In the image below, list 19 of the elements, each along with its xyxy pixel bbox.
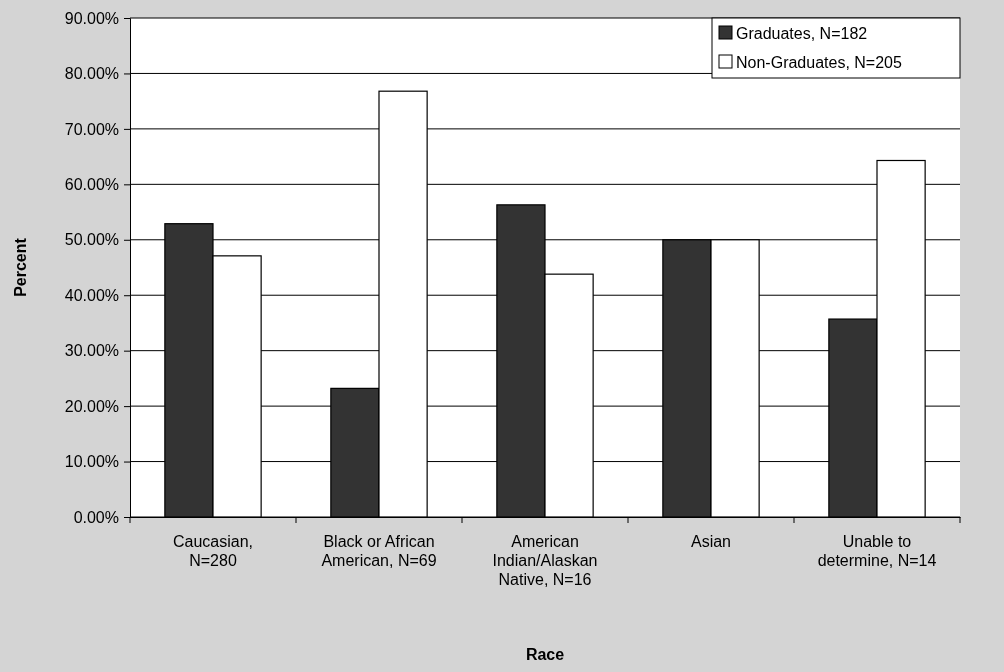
x-tick-label: Black or African American, N=69 bbox=[321, 533, 437, 570]
x-axis-title: Race bbox=[525, 646, 565, 663]
y-tick-label: 80.00% bbox=[64, 65, 119, 83]
y-tick-label: 20.00% bbox=[64, 397, 119, 415]
x-tick-label: Asian bbox=[690, 533, 732, 550]
x-tick-label: Unable to determine, N=14 bbox=[817, 533, 937, 570]
x-tick-label: Caucasian, N=280 bbox=[172, 533, 254, 570]
y-tick-label: 90.00% bbox=[64, 9, 119, 27]
y-tick-label: 10.00% bbox=[64, 453, 119, 471]
y-tick-label: 30.00% bbox=[64, 342, 119, 360]
x-tick-label: American Indian/Alaskan Native, N=16 bbox=[492, 533, 598, 589]
y-axis-title: Percent bbox=[12, 237, 29, 297]
legend-label: Non-Graduates, N=205 bbox=[736, 54, 902, 71]
y-tick-label: 50.00% bbox=[64, 231, 119, 249]
y-tick-label: 40.00% bbox=[64, 286, 119, 304]
y-tick-label: 60.00% bbox=[64, 175, 119, 193]
legend-label: Graduates, N=182 bbox=[736, 25, 868, 42]
y-tick-label: 0.00% bbox=[73, 508, 119, 526]
y-tick-label: 70.00% bbox=[64, 120, 119, 138]
